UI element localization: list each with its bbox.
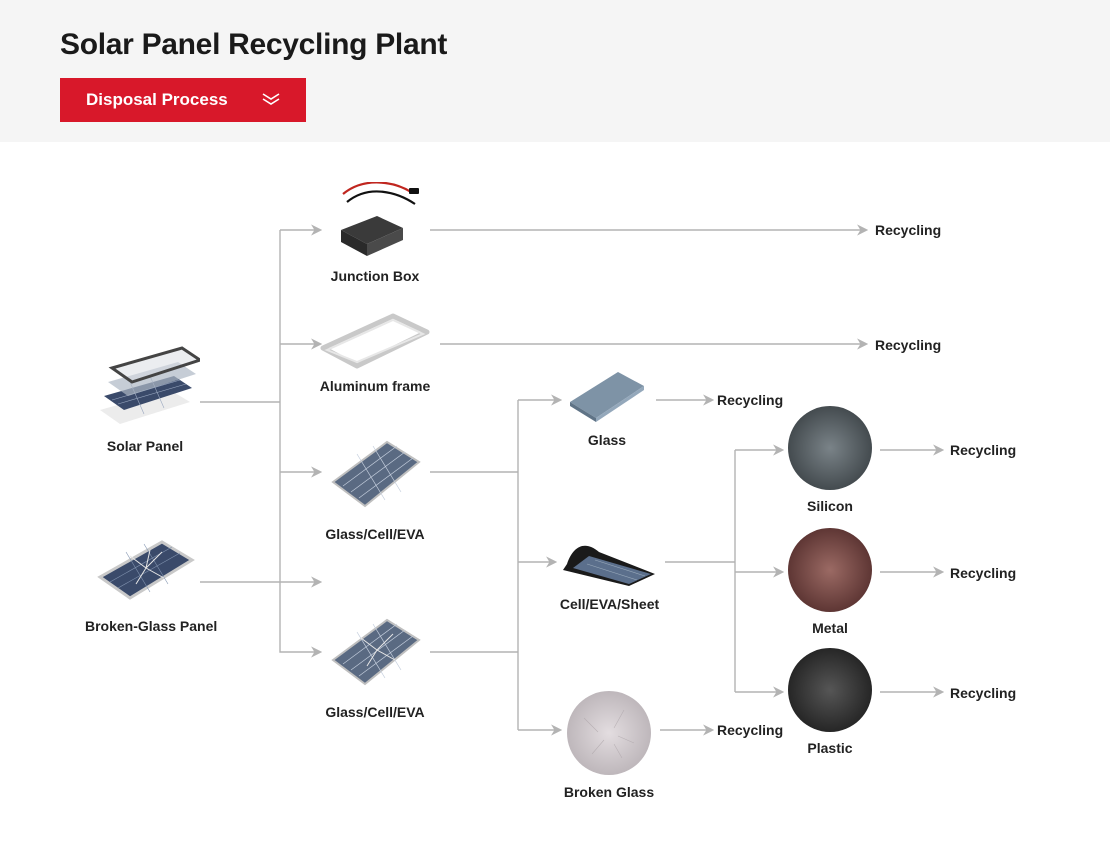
output-recycling-bglass: Recycling bbox=[717, 722, 783, 738]
node-broken-glass: Broken Glass bbox=[560, 688, 658, 800]
output-recycling-jb: Recycling bbox=[875, 222, 941, 238]
label: Glass/Cell/EVA bbox=[320, 704, 430, 720]
flow-arrows bbox=[0, 142, 1110, 862]
tab-label: Disposal Process bbox=[86, 90, 228, 110]
node-glass: Glass bbox=[562, 360, 652, 448]
flowchart-canvas: Solar Panel Broken-Glass Panel bbox=[0, 142, 1110, 862]
glass-cell-eva-icon bbox=[325, 420, 425, 520]
node-plastic: Plastic bbox=[784, 646, 876, 756]
glass-icon bbox=[564, 360, 650, 426]
broken-glass-icon bbox=[564, 688, 654, 778]
aluminum-frame-icon bbox=[315, 302, 435, 372]
label: Aluminum frame bbox=[315, 378, 435, 394]
disposal-process-tab[interactable]: Disposal Process bbox=[60, 78, 306, 122]
chevron-down-icon bbox=[262, 90, 280, 110]
label: Solar Panel bbox=[85, 438, 205, 454]
output-recycling-af: Recycling bbox=[875, 337, 941, 353]
node-glass-cell-eva-top: Glass/Cell/EVA bbox=[320, 420, 430, 542]
plastic-icon bbox=[786, 646, 874, 734]
output-recycling-metal: Recycling bbox=[950, 565, 1016, 581]
node-glass-cell-eva-bottom: Glass/Cell/EVA bbox=[320, 598, 430, 720]
output-recycling-glass: Recycling bbox=[717, 392, 783, 408]
node-cell-eva-sheet: Cell/EVA/Sheet bbox=[552, 528, 667, 612]
label: Broken-Glass Panel bbox=[85, 618, 205, 634]
label: Broken Glass bbox=[560, 784, 658, 800]
node-aluminum-frame: Aluminum frame bbox=[315, 302, 435, 394]
label: Metal bbox=[784, 620, 876, 636]
output-recycling-plastic: Recycling bbox=[950, 685, 1016, 701]
output-recycling-silicon: Recycling bbox=[950, 442, 1016, 458]
label: Glass/Cell/EVA bbox=[320, 526, 430, 542]
label: Glass bbox=[562, 432, 652, 448]
junction-box-icon bbox=[325, 182, 425, 262]
node-metal: Metal bbox=[784, 526, 876, 636]
solar-panel-icon bbox=[90, 322, 200, 432]
metal-icon bbox=[786, 526, 874, 614]
cell-eva-sheet-icon bbox=[555, 528, 665, 590]
label: Cell/EVA/Sheet bbox=[552, 596, 667, 612]
node-junction-box: Junction Box bbox=[320, 182, 430, 284]
label: Silicon bbox=[784, 498, 876, 514]
node-broken-glass-panel: Broken-Glass Panel bbox=[85, 512, 205, 634]
header: Solar Panel Recycling Plant Disposal Pro… bbox=[0, 0, 1110, 142]
broken-panel-icon bbox=[90, 512, 200, 612]
node-solar-panel: Solar Panel bbox=[85, 322, 205, 454]
node-silicon: Silicon bbox=[784, 404, 876, 514]
label: Junction Box bbox=[320, 268, 430, 284]
label: Plastic bbox=[784, 740, 876, 756]
page-title: Solar Panel Recycling Plant bbox=[60, 28, 1110, 62]
glass-cell-eva-broken-icon bbox=[325, 598, 425, 698]
silicon-icon bbox=[786, 404, 874, 492]
